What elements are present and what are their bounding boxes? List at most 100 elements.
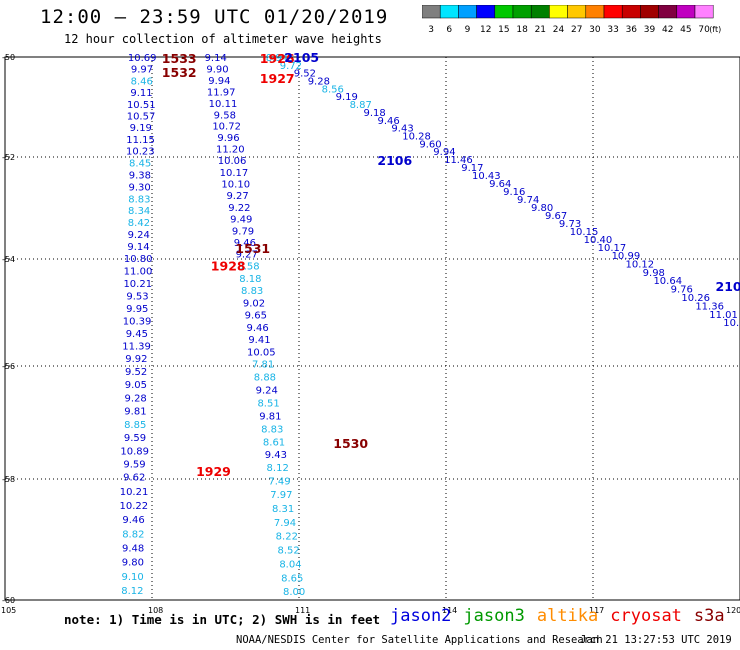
wave-height-value: 9.19 — [336, 92, 358, 103]
wave-height-value: 11.20 — [216, 145, 245, 156]
wave-height-value: 9.14 — [205, 53, 227, 64]
wave-height-value: 10.57 — [127, 112, 156, 123]
wave-height-value: 9.24 — [128, 230, 150, 241]
wave-height-value: 8.58 — [237, 262, 259, 273]
pass-number-label: 1533 — [162, 51, 197, 66]
wave-height-value: 10.17 — [220, 168, 249, 179]
wave-height-value: 9.64 — [489, 179, 511, 190]
credit-text: NOAA/NESDIS Center for Satellite Applica… — [236, 634, 603, 646]
wave-height-value: 11.15 — [126, 135, 155, 146]
pass-number-label: 1530 — [333, 436, 368, 451]
scale-swatch — [676, 5, 696, 19]
legend-item-jason3: jason3 — [463, 606, 525, 626]
pass-number-label: 2105 — [284, 50, 319, 65]
wave-height-value: 9.52 — [125, 367, 147, 378]
wave-height-value: 9.90 — [206, 64, 228, 75]
wave-height-value: 8.46 — [131, 76, 153, 87]
scale-swatch — [458, 5, 477, 19]
map-frame — [4, 56, 740, 601]
wave-height-value: 9.41 — [248, 335, 270, 346]
scale-swatch — [585, 5, 605, 19]
generated-timestamp: Jan 21 13:27:53 UTC 2019 — [580, 634, 732, 646]
wave-height-value: 8.31 — [272, 504, 294, 515]
wave-height-value: 8.83 — [261, 424, 283, 435]
wave-height-value: 8.52 — [277, 546, 299, 557]
lat-tick-label: -50 — [2, 53, 15, 62]
wave-height-value: 10.12 — [626, 259, 655, 270]
wave-height-value: 8.56 — [322, 84, 344, 95]
wave-height-value: 10.05 — [247, 347, 276, 358]
scale-swatch — [567, 5, 587, 19]
wave-height-value: 10.23 — [126, 147, 155, 158]
lat-tick-label: -56 — [2, 362, 15, 371]
scale-swatch — [494, 5, 514, 19]
scale-tick-label: 36 — [626, 25, 638, 35]
scale-swatch — [621, 5, 641, 19]
wave-height-value: 8.94 — [266, 53, 288, 64]
wave-height-value: 7.49 — [268, 476, 290, 487]
scale-tick-label: 42 — [662, 25, 673, 35]
wave-height-value: 9.38 — [129, 170, 151, 181]
lat-tick-label: -52 — [2, 153, 15, 162]
wave-height-value: 8.22 — [276, 532, 298, 543]
scale-tick-label: 15 — [498, 25, 509, 35]
wave-height-value: 9.02 — [243, 298, 265, 309]
wave-height-value: 9.74 — [517, 195, 539, 206]
graticule — [4, 56, 740, 601]
wave-height-value: 8.83 — [241, 286, 263, 297]
wave-height-value: 9.98 — [643, 268, 665, 279]
wave-height-value: 8.04 — [279, 559, 301, 570]
scale-tick-label: 45 — [680, 25, 691, 35]
wave-height-value: 9.46 — [247, 323, 269, 334]
wave-height-value: 10.06 — [218, 156, 247, 167]
wave-height-value: 9.62 — [123, 473, 145, 484]
wave-height-value: 9.27 — [226, 191, 248, 202]
track-west: 10.699.978.469.1110.5110.579.1911.1510.2… — [119, 53, 156, 597]
wave-height-value: 9.67 — [545, 211, 567, 222]
pass-number-label: 1926 — [260, 51, 295, 66]
wave-height-value: 9.46 — [377, 116, 399, 127]
wave-height-value: 9.05 — [125, 380, 147, 391]
wave-height-value: 9.11 — [130, 88, 152, 99]
wave-height-value: 10.15 — [570, 227, 599, 238]
satellite-tracks: 10.699.978.469.1110.5110.579.1911.1510.2… — [119, 53, 740, 598]
legend-item-altika: altika — [536, 606, 599, 626]
scale-swatch — [439, 5, 459, 19]
pass-number-label: 1929 — [196, 464, 231, 479]
page-title: 12:00 — 23:59 UTC 01/20/2019 — [40, 6, 389, 28]
wave-height-value: 9.73 — [559, 219, 581, 230]
lon-tick-label: 117 — [589, 606, 604, 615]
wave-height-value: 10.69 — [128, 53, 157, 64]
wave-height-value: 8.88 — [254, 373, 276, 384]
scale-tick-label: 3 — [428, 25, 434, 35]
note-text: note: 1) Time is in UTC; 2) SWH is in fe… — [64, 612, 381, 627]
wave-height-value: 9.53 — [126, 292, 148, 303]
wave-height-value: 9.14 — [127, 242, 149, 253]
lon-tick-label: 111 — [295, 606, 310, 615]
wave-height-value: 10.22 — [119, 501, 148, 512]
wave-height-value: 9.28 — [308, 77, 330, 88]
wave-height-value: 8.87 — [350, 100, 372, 111]
wave-height-value: 8.12 — [121, 586, 143, 597]
scale-tick-label: 70 — [698, 25, 710, 35]
wave-height-value: 9.16 — [503, 187, 525, 198]
wave-height-value: 10.10 — [221, 180, 250, 191]
wave-height-value: 8.51 — [257, 398, 279, 409]
lat-tick-label: -54 — [2, 255, 15, 264]
wave-height-value: 9.10 — [122, 572, 144, 583]
wave-height-value: 11.00 — [124, 266, 153, 277]
wave-height-value: 9.60 — [419, 139, 441, 150]
scale-tick-label: 9 — [465, 25, 471, 35]
wave-height-value: 9.97 — [131, 65, 153, 76]
wave-height-value: 9.59 — [123, 460, 145, 471]
legend-item-jason2: jason2 — [390, 606, 452, 626]
wave-height-value: 8.83 — [128, 194, 150, 205]
wave-height-value: 11.97 — [207, 87, 236, 98]
wave-height-value: 9.76 — [671, 285, 693, 296]
wave-height-value: 9.72 — [280, 61, 302, 72]
scale-swatch — [512, 5, 532, 19]
legend-item-s3a: s3a — [693, 606, 725, 626]
scale-swatch — [658, 5, 678, 19]
scale-swatch — [694, 5, 714, 19]
wave-height-value: 8.65 — [281, 573, 303, 584]
